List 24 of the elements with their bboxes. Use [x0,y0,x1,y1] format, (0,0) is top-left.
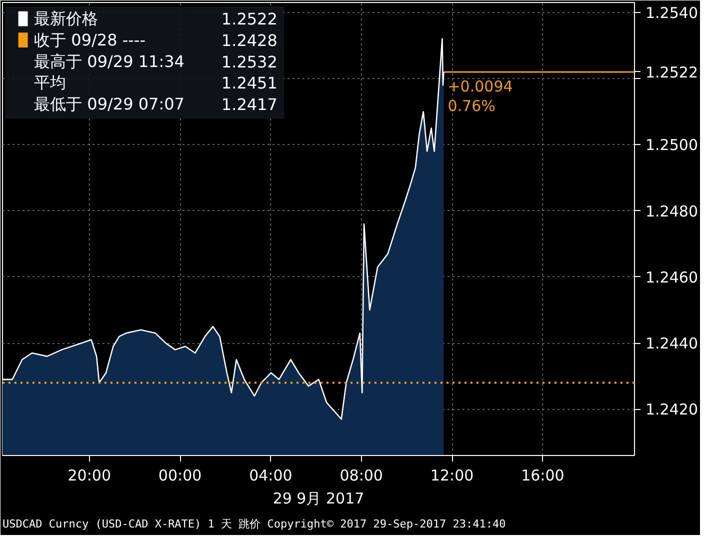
x-tick-label: 20:00 [68,466,112,484]
annotation: 1.2522 [221,10,278,29]
text: 最低于 09/29 07:07 1.2417 [34,94,278,114]
x-tick-label: 04:00 [249,466,292,484]
y-tick-label: 1.2540 [646,4,698,22]
y-tick-label: 1.2460 [646,268,698,286]
y-tick-label: 1.2480 [646,202,698,220]
x-axis-title: 29 9月 2017 [272,490,364,508]
x-tick-label: 00:00 [158,466,202,484]
legend-label: 最新价格 [34,9,98,28]
y-tick-label: 1.2500 [646,136,698,154]
text: 最高于 09/29 11:34 1.2532 [34,52,278,72]
ref-line-label: 1.2522 [646,63,698,82]
y-tick-label: 1.2440 [646,334,698,353]
text: 平均 1.2451 [34,73,278,93]
text: USDCAD Curncy (USD-CAD X-RATE) 1 天 跳价 Copyright© 2017 29-Sep-2017 23:41:40 [2,518,506,530]
annotation: 0.76% [448,96,496,115]
x-tick-label: 08:00 [340,466,383,484]
x-tick-label: 12:00 [430,466,474,484]
annotation: 1.2428 [221,31,278,50]
y-tick-label: 1.2420 [646,400,698,419]
x-tick-label: 16:00 [521,466,564,484]
legend-label: 收于 09/28 ---- [34,30,146,50]
annotation: +0.0094 [448,77,513,96]
